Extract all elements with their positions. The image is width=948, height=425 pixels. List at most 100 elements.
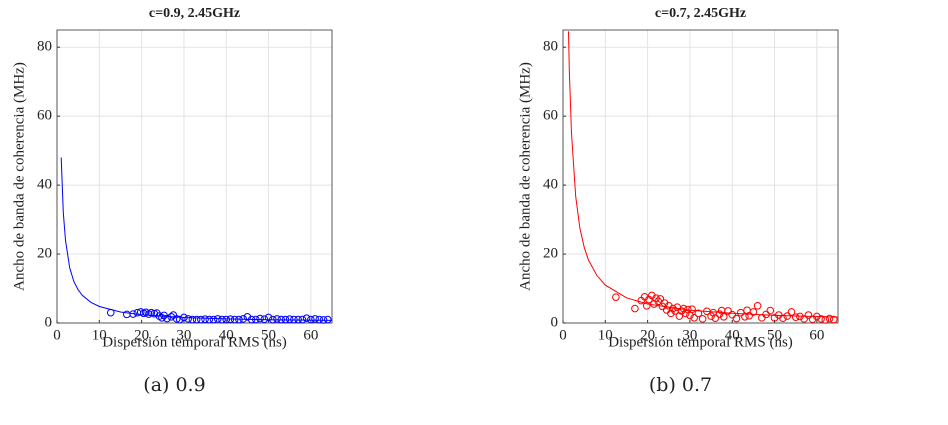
axes-box [56,29,333,324]
point [307,315,315,324]
point [184,315,192,323]
chart: 0 10 20 30 40 50 60 0 20 40 60 80 c=0.7, 2.45GHz Disp… [517,6,839,396]
point [218,315,226,324]
point [783,312,792,320]
curve [568,31,839,318]
x-tick-label: 20 [640,327,655,343]
point [631,304,639,313]
point [311,315,319,323]
y-tick-label: 20 [543,245,558,261]
point [669,304,677,313]
point [675,312,684,320]
point [239,315,247,323]
point [302,314,311,322]
x-tick-label: 50 [261,327,276,343]
y-tick-label: 0 [551,314,559,330]
y-tick-label: 40 [37,177,52,193]
point [667,309,675,318]
x-tick-label: 50 [767,327,782,343]
point [163,314,171,323]
point [226,315,235,324]
y-tick-label: 0 [45,314,53,330]
plot-area [57,30,332,323]
point [201,315,209,324]
point [264,313,273,322]
point [711,314,720,322]
x-tick-label: 0 [53,327,61,343]
point [268,315,277,324]
point [298,315,307,324]
point [787,308,796,316]
point [694,309,703,318]
x-axis-label: Dispersión temporal RMS (ns) [102,334,287,350]
point [256,314,264,323]
y-tick-label: 40 [543,177,558,193]
point [817,315,825,323]
point [235,315,243,324]
point [800,315,808,323]
point [252,315,260,324]
point [796,312,804,321]
y-tick-label: 20 [37,245,52,261]
caption: (b) 0.7 [649,374,712,396]
x-tick-label: 40 [219,327,234,343]
point [294,315,302,324]
point [741,312,749,321]
point [825,314,834,323]
point [749,308,758,316]
point [222,315,231,324]
point [205,315,214,324]
point [209,315,218,324]
point [719,312,728,321]
point [829,315,838,324]
point [230,315,239,324]
caption: (a) 0.9 [143,374,205,396]
point [753,301,762,310]
point [804,311,813,319]
point [106,308,115,317]
x-tick-label: 0 [559,327,567,343]
point [158,314,166,322]
point [766,306,775,315]
point [277,315,286,324]
point [213,315,222,323]
point [679,304,688,313]
x-tick-label: 30 [682,327,697,343]
x-tick-label: 30 [176,327,191,343]
point [285,315,294,324]
point [690,314,698,322]
x-tick-label: 60 [809,327,824,343]
point [172,315,181,323]
x-axis-label: Dispersión temporal RMS (ns) [608,334,793,350]
y-axis-label: Ancho de banda de coherencia (MHz) [11,62,27,291]
point [821,316,830,324]
point [247,315,256,324]
chart-title: c=0.7, 2.45GHz [655,6,746,21]
point [728,310,737,319]
point [129,310,137,318]
x-tick-label: 10 [598,327,613,343]
point [791,313,800,321]
point [745,311,753,320]
point [762,310,770,319]
point [688,305,696,314]
y-tick-label: 60 [37,108,52,124]
chart-title: c=0.9, 2.45GHz [149,6,240,21]
y-tick-label: 80 [543,39,558,55]
point [197,315,205,324]
point [813,312,821,321]
point [323,315,332,324]
x-tick-label: 20 [134,327,149,343]
point [732,314,741,323]
point [315,315,324,324]
point [175,315,184,324]
point [319,316,328,324]
y-tick-label: 60 [543,108,558,124]
point [290,315,298,324]
y-axis-label: Ancho de banda de coherencia (MHz) [517,62,533,291]
axes-box [562,29,839,324]
point [736,308,745,317]
point [681,309,690,318]
chart: 0 10 20 30 40 50 60 0 20 40 60 80 c=0.9, 2.45GHz Disp… [11,6,333,396]
